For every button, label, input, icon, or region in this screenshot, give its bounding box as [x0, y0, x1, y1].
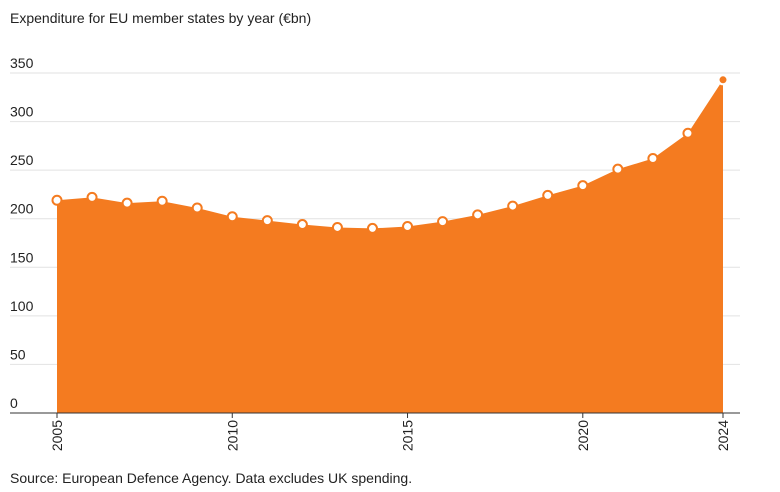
data-point-2020	[577, 180, 589, 192]
data-point-2014	[366, 222, 378, 234]
y-tick-label-50: 50	[10, 346, 26, 362]
data-point-2005	[51, 194, 63, 206]
y-tick-label-350: 350	[10, 55, 34, 71]
data-point-2021	[612, 163, 624, 175]
source-note: Source: European Defence Agency. Data ex…	[10, 470, 413, 486]
y-tick-label-0: 0	[10, 395, 18, 411]
chart-title: Expenditure for EU member states by year…	[10, 10, 312, 26]
data-point-2012	[296, 219, 308, 231]
data-point-2016	[437, 216, 449, 228]
x-tick-labels: 2005 2010 2015 2020 2024	[49, 413, 731, 451]
data-point-2022	[647, 152, 659, 164]
x-tick-label-2015: 2015	[400, 420, 416, 451]
data-point-2023	[682, 127, 694, 139]
x-tick-label-2010: 2010	[224, 420, 240, 451]
data-point-2008	[156, 195, 168, 207]
x-tick-label-2024: 2024	[715, 420, 731, 451]
y-tick-label-250: 250	[10, 152, 34, 168]
data-point-2015	[402, 220, 414, 232]
y-tick-label-200: 200	[10, 201, 34, 217]
x-tick-label-2005: 2005	[49, 420, 65, 451]
data-point-2024	[717, 74, 729, 86]
data-point-2009	[191, 202, 203, 214]
data-point-2013	[331, 221, 343, 233]
data-point-2011	[261, 215, 273, 227]
data-point-2019	[542, 189, 554, 201]
y-tick-label-100: 100	[10, 298, 34, 314]
y-tick-labels: 0 50 100 150 200 250 300 350	[10, 55, 34, 411]
data-point-2017	[472, 209, 484, 221]
y-tick-label-150: 150	[10, 249, 34, 265]
x-tick-label-2020: 2020	[575, 420, 591, 451]
data-point-2010	[226, 211, 238, 223]
expenditure-area	[57, 79, 723, 414]
data-point-2006	[86, 191, 98, 203]
data-point-2018	[507, 200, 519, 212]
data-point-2007	[121, 197, 133, 209]
y-tick-label-300: 300	[10, 104, 34, 120]
data-points	[51, 74, 729, 234]
